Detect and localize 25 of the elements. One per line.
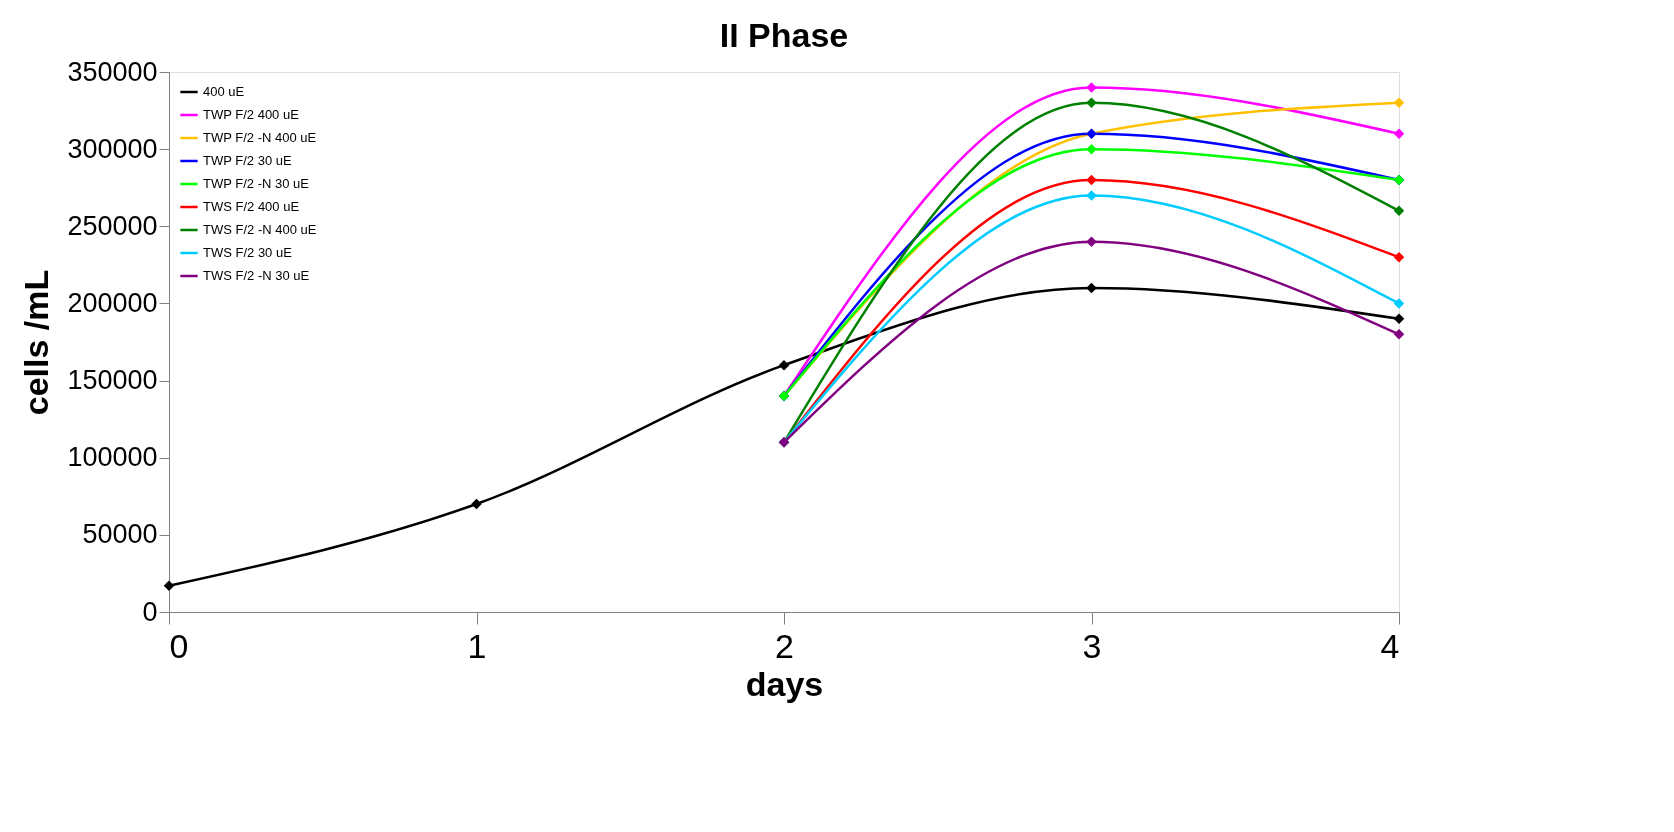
legend-label: TWS F/2 -N 30 uE	[203, 268, 310, 283]
x-tick-label: 0	[169, 626, 189, 665]
y-tick-label: 350000	[67, 56, 158, 87]
legend-label: TWS F/2 400 uE	[203, 199, 300, 214]
legend-label: 400 uE	[203, 84, 245, 99]
x-tick-label: 2	[775, 626, 794, 665]
y-tick-label: 200000	[67, 287, 158, 318]
x-tick-label: 3	[1082, 626, 1102, 665]
y-tick-label: 300000	[67, 133, 158, 164]
legend-label: TWS F/2 -N 400 uE	[203, 222, 317, 237]
x-axis-title: days	[745, 664, 824, 703]
x-tick-label: 1	[467, 626, 487, 665]
y-tick-label: 150000	[67, 365, 158, 396]
legend-label: TWP F/2 -N 30 uE	[203, 176, 310, 191]
y-tick-label: 0	[142, 596, 158, 627]
legend-label: TWP F/2 30 uE	[203, 153, 292, 168]
legend-label: TWP F/2 400 uE	[203, 107, 300, 122]
y-tick-label: 250000	[67, 210, 158, 241]
y-axis-title: cells /mL	[17, 269, 56, 416]
y-tick-label: 50000	[82, 519, 158, 550]
legend-label: TWS F/2 30 uE	[203, 245, 293, 260]
legend-label: TWP F/2 -N 400 uE	[203, 130, 317, 145]
x-tick-label: 4	[1380, 626, 1400, 665]
y-tick-label: 100000	[67, 442, 158, 473]
chart-title: II Phase	[719, 16, 849, 54]
